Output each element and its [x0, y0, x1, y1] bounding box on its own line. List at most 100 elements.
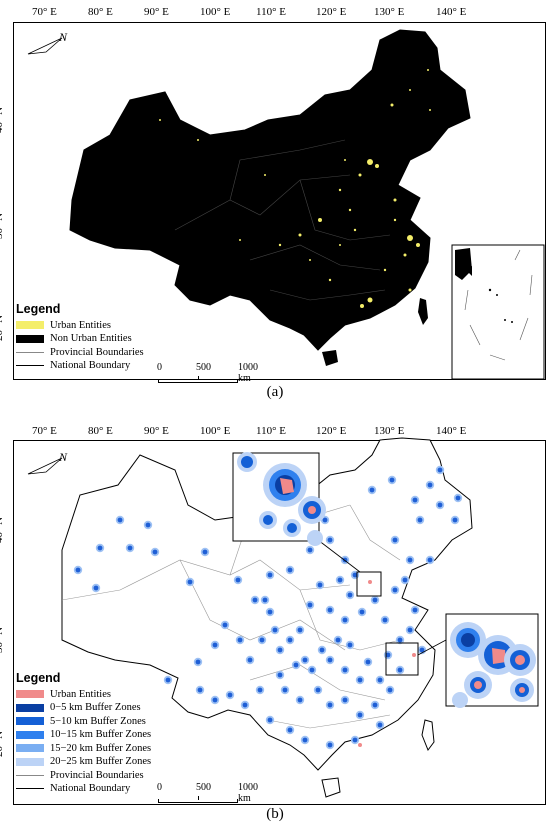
lon-tick-label: 100° E [200, 425, 231, 437]
legend-label: Urban Entities [50, 688, 111, 700]
buffer-zone-core [307, 602, 313, 608]
panel-b-north-arrow: N [26, 450, 70, 482]
buffer-zone-core [357, 677, 363, 683]
buffer-zone-core [335, 637, 341, 643]
lon-tick-label: 140° E [436, 425, 467, 437]
buffer-zone-core [302, 657, 308, 663]
legend-item: Non Urban Entities [16, 332, 144, 346]
legend-label: National Boundary [50, 783, 131, 794]
lon-tick-label: 140° E [436, 6, 467, 18]
buffer-zone-core [342, 617, 348, 623]
buffer-zone-core [327, 657, 333, 663]
buffer-zone-core [427, 557, 433, 563]
buffer-zone-core [235, 577, 241, 583]
zoom-box-east [385, 642, 419, 676]
legend-line [16, 351, 44, 353]
zoom-inset-east [445, 613, 539, 708]
buffer-zone-core [259, 637, 265, 643]
buffer-zone-core [252, 597, 258, 603]
legend-label: National Boundary [50, 360, 131, 371]
buffer-zone-core [337, 577, 343, 583]
legend-swatch [16, 744, 44, 753]
buffer-zone-core [267, 717, 273, 723]
legend-swatch [16, 730, 44, 739]
buffer-zone-core [97, 545, 103, 551]
scale-label-500: 500 [196, 782, 211, 793]
buffer-zone-core [327, 742, 333, 748]
buffer-zone-core [357, 712, 363, 718]
legend-item: 10−15 km Buffer Zones [16, 728, 151, 742]
buffer-zone-core [377, 722, 383, 728]
buffer-zone-core [419, 647, 425, 653]
buffer-zone-core [372, 597, 378, 603]
legend-title: Legend [16, 671, 61, 685]
legend-swatch [16, 717, 44, 726]
legend-label: Urban Entities [50, 319, 111, 331]
buffer-zone-core [455, 495, 461, 501]
buffer-zone-core [322, 517, 328, 523]
scale-label-0: 0 [157, 782, 162, 793]
buffer-zone-core [242, 702, 248, 708]
buffer-zone-core [397, 667, 403, 673]
legend-item: 15−20 km Buffer Zones [16, 742, 151, 756]
buffer-zone-core [327, 702, 333, 708]
panel-a-legend: Legend Urban Entities Non Urban Entities P… [16, 302, 144, 373]
urban-entity [368, 580, 372, 584]
buffer-zone-core [385, 652, 391, 658]
buffer-zone-core [165, 677, 171, 683]
legend-swatch [16, 321, 44, 330]
legend-line [16, 365, 44, 367]
china-landmass [69, 29, 471, 351]
legend-label: 10−15 km Buffer Zones [50, 729, 152, 740]
buffer-zone-core [417, 517, 423, 523]
legend-item: Urban Entities [16, 688, 151, 702]
panel-a-caption: (a) [266, 384, 284, 400]
buffer-zone-core [317, 582, 323, 588]
legend-item: 0−5 km Buffer Zones [16, 701, 151, 715]
buffer-zone-core [267, 609, 273, 615]
buffer-zone-core [402, 577, 408, 583]
lon-tick-label: 80° E [88, 6, 113, 18]
scale-label-0: 0 [157, 362, 162, 373]
north-label: N [59, 450, 68, 464]
north-arrow-icon [27, 37, 63, 55]
legend-line [16, 774, 44, 776]
buffer-zone-core [127, 545, 133, 551]
lon-tick-label: 100° E [200, 6, 231, 18]
lon-tick-label: 130° E [374, 425, 405, 437]
scale-label-1000: 1000 km [238, 782, 258, 804]
legend-swatch [16, 703, 44, 712]
buffer-zone-core [392, 587, 398, 593]
north-arrow-icon [27, 457, 63, 475]
lon-tick-label: 110° E [256, 425, 286, 437]
scale-label-500: 500 [196, 362, 211, 373]
lon-tick-label: 120° E [316, 6, 347, 18]
buffer-zone-core [293, 662, 299, 668]
legend-item: National Boundary [16, 782, 151, 796]
urban-entity [412, 653, 416, 657]
buffer-zone-core [277, 647, 283, 653]
buffer-zone-core [452, 517, 458, 523]
taiwan [418, 298, 428, 325]
buffer-zone-core [282, 687, 288, 693]
legend-label: 15−20 km Buffer Zones [50, 742, 152, 754]
lon-tick-label: 70° E [32, 6, 57, 18]
legend-item: 5−10 km Buffer Zones [16, 715, 151, 729]
lon-tick-label: 90° E [144, 6, 169, 18]
scale-label-1000: 1000 km [238, 362, 258, 384]
buffer-zone-core [222, 622, 228, 628]
buffer-zone-core [309, 667, 315, 673]
buffer-zone-core [369, 487, 375, 493]
buffer-zone-core [247, 657, 253, 663]
legend-item: Urban Entities [16, 319, 144, 333]
buffer-zone-core [389, 477, 395, 483]
buffer-zone-core [327, 607, 333, 613]
legend-label: Non Urban Entities [50, 333, 132, 344]
buffer-zone-core [227, 692, 233, 698]
buffer-zone-core [387, 687, 393, 693]
north-label: N [59, 30, 68, 44]
zoom-inset-north [232, 452, 326, 546]
buffer-zone-core [257, 687, 263, 693]
